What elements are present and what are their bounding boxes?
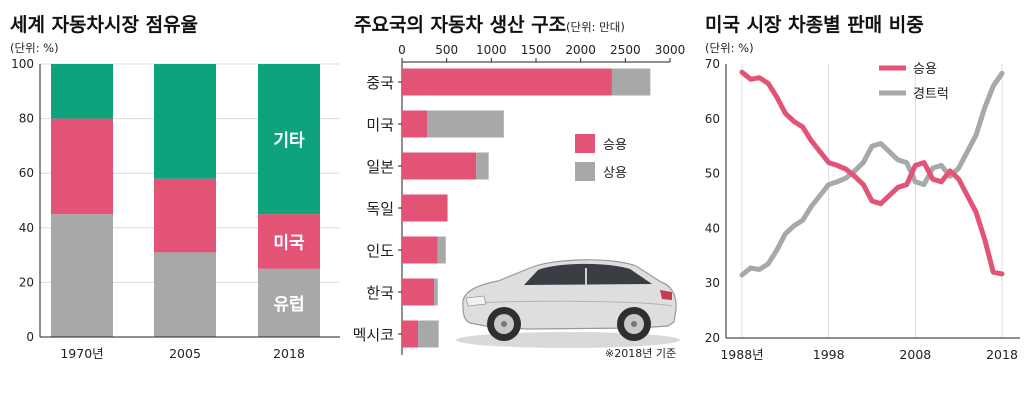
chart2-bar-승용 bbox=[402, 236, 438, 264]
chart3-y-tick: 30 bbox=[705, 276, 720, 290]
chart3-line-승용 bbox=[739, 69, 1005, 277]
chart1-bar-유럽 bbox=[51, 214, 113, 337]
chart2-x-tick: 1000 bbox=[476, 43, 507, 57]
chart2-bar-승용 bbox=[402, 152, 477, 180]
chart1-bar-미국 bbox=[51, 118, 113, 215]
chart2-x-tick: 0 bbox=[398, 43, 406, 57]
chart3-y-tick: 70 bbox=[705, 57, 720, 71]
chart1-series-label: 기타 bbox=[273, 131, 305, 151]
chart1-y-tick: 40 bbox=[19, 221, 34, 235]
chart2-y-label: 인도 bbox=[366, 242, 394, 260]
chart3-x-label: 1998 bbox=[813, 347, 845, 362]
chart2-legend-label: 승용 bbox=[603, 138, 627, 153]
chart2-legend-swatch bbox=[575, 134, 595, 153]
chart3-x-label: 1988년 bbox=[720, 347, 763, 362]
panel-production: 주요국의 자동차 생산 구조 (단위: 만대) 0 500 1000 1500 2000… bbox=[353, 14, 686, 360]
chart2-bar-승용 bbox=[402, 68, 612, 96]
chart2-legend-swatch bbox=[575, 162, 595, 181]
chart2-bar-상용 bbox=[611, 68, 651, 96]
chart2-note: ※2018년 기준 bbox=[605, 347, 676, 360]
chart1-y-tick: 80 bbox=[19, 112, 34, 126]
chart2-bar-승용 bbox=[402, 320, 419, 348]
chart2-y-label: 멕시코 bbox=[353, 326, 394, 344]
chart2-legend-label: 상용 bbox=[603, 166, 627, 181]
chart1-x-label: 2018 bbox=[273, 346, 305, 361]
chart1-bar-유럽 bbox=[154, 252, 216, 337]
chart2-y-label: 중국 bbox=[366, 74, 394, 92]
chart2-unit: (단위: 만대) bbox=[566, 20, 625, 34]
chart2-y-label: 일본 bbox=[366, 158, 394, 176]
chart1-x-label: 1970년 bbox=[60, 346, 103, 361]
chart3-legend-label: 경트럭 bbox=[913, 87, 949, 102]
chart1-bar-유럽 bbox=[258, 268, 320, 337]
chart3-legend-label: 승용 bbox=[913, 62, 937, 77]
chart3-x-label: 2008 bbox=[899, 347, 931, 362]
chart1-bar-기타 bbox=[258, 64, 320, 215]
chart2-title: 주요국의 자동차 생산 구조 bbox=[354, 14, 566, 36]
chart2-x-tick: 2500 bbox=[610, 43, 641, 57]
chart1-y-tick: 20 bbox=[19, 275, 34, 289]
chart2-x-tick: 2000 bbox=[565, 43, 596, 57]
car-illustration bbox=[456, 259, 680, 348]
chart1-bar-미국 bbox=[154, 178, 216, 253]
chart2-bar-승용 bbox=[402, 194, 448, 222]
chart2-y-label: 한국 bbox=[366, 284, 394, 302]
chart3-y-tick: 50 bbox=[705, 167, 720, 181]
panel-market-share: 세계 자동차시장 점유율 (단위: %) 0 20 40 60 80 100 1970년 20… bbox=[10, 14, 340, 361]
chart2-x-tick: 1500 bbox=[521, 43, 552, 57]
chart2-bar-상용 bbox=[476, 152, 489, 180]
chart2-bar-상용 bbox=[437, 236, 446, 264]
chart1-y-tick: 60 bbox=[19, 166, 34, 180]
chart1-bar-미국 bbox=[258, 214, 320, 269]
chart3-y-tick: 60 bbox=[705, 112, 720, 126]
chart1-title: 세계 자동차시장 점유율 bbox=[10, 14, 198, 36]
chart1-bar-기타 bbox=[154, 64, 216, 179]
chart3-x-label: 2018 bbox=[986, 347, 1018, 362]
chart2-bar-상용 bbox=[427, 110, 504, 138]
chart2-bar-승용 bbox=[402, 110, 428, 138]
chart3-line-경트럭 bbox=[739, 70, 1005, 278]
chart1-y-tick: 100 bbox=[11, 57, 34, 71]
chart1-series-label: 유럽 bbox=[273, 295, 304, 315]
chart2-x-tick: 3000 bbox=[655, 43, 686, 57]
chart2-bar-상용 bbox=[418, 320, 439, 348]
chart1-x-label: 2005 bbox=[169, 346, 201, 361]
chart2-x-tick: 500 bbox=[435, 43, 458, 57]
chart1-bar-기타 bbox=[51, 64, 113, 119]
chart3-y-tick: 20 bbox=[705, 331, 720, 345]
chart1-unit: (단위: %) bbox=[10, 41, 59, 55]
chart2-y-label: 미국 bbox=[366, 116, 394, 134]
chart1-y-tick: 0 bbox=[26, 330, 34, 344]
chart2-y-label: 독일 bbox=[366, 200, 394, 218]
chart3-title: 미국 시장 차종별 판매 비중 bbox=[705, 14, 924, 36]
chart3-unit: (단위: %) bbox=[705, 41, 754, 55]
chart2-bar-승용 bbox=[402, 278, 435, 306]
chart1-series-label: 미국 bbox=[273, 233, 305, 253]
chart2-bar-상용 bbox=[434, 278, 438, 306]
chart3-y-tick: 40 bbox=[705, 221, 720, 235]
panel-us-sales: 미국 시장 차종별 판매 비중 (단위: %) 20 30 40 50 60 70 1988… bbox=[705, 14, 1020, 362]
